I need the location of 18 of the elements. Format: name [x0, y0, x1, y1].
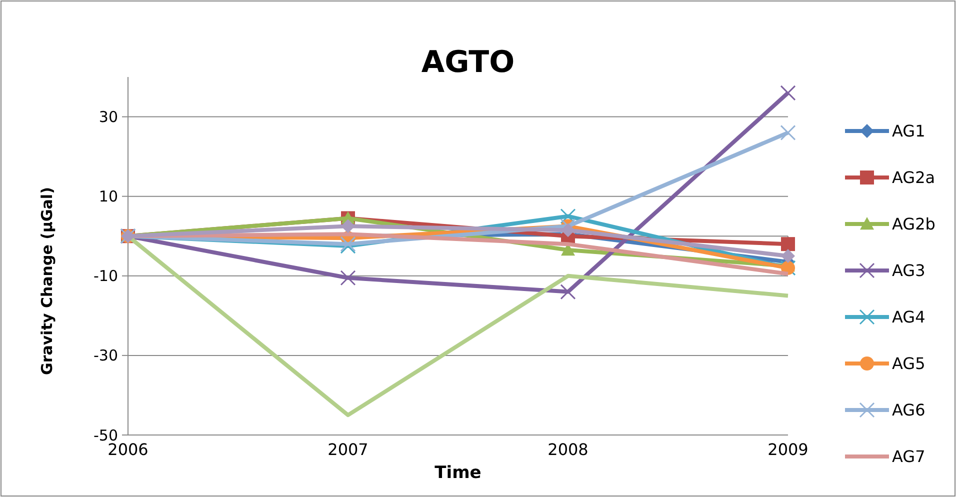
x-axis-title: Time: [434, 463, 482, 483]
legend-label: AG3: [892, 261, 926, 280]
y-axis-title: Gravity Change (µGal): [38, 187, 56, 375]
y-tick-label: -10: [94, 267, 118, 286]
x-tick-label: 2009: [768, 440, 808, 459]
x-tick-label: 2007: [328, 440, 368, 459]
chart-title: AGTO: [421, 45, 515, 80]
y-tick-label: 10: [98, 188, 118, 206]
legend-label: AG7: [892, 447, 926, 466]
y-tick-label: -30: [94, 346, 118, 365]
legend-label: AG1: [892, 122, 926, 141]
x-tick-label: 2008: [548, 440, 588, 459]
legend-label: AG2a: [892, 168, 936, 188]
legend-label: AG4: [892, 308, 926, 327]
y-tick-label: 30: [98, 108, 118, 126]
legend-label: AG5: [892, 354, 926, 374]
legend-label: AG2b: [892, 214, 936, 234]
legend-label: AG6: [892, 400, 926, 420]
